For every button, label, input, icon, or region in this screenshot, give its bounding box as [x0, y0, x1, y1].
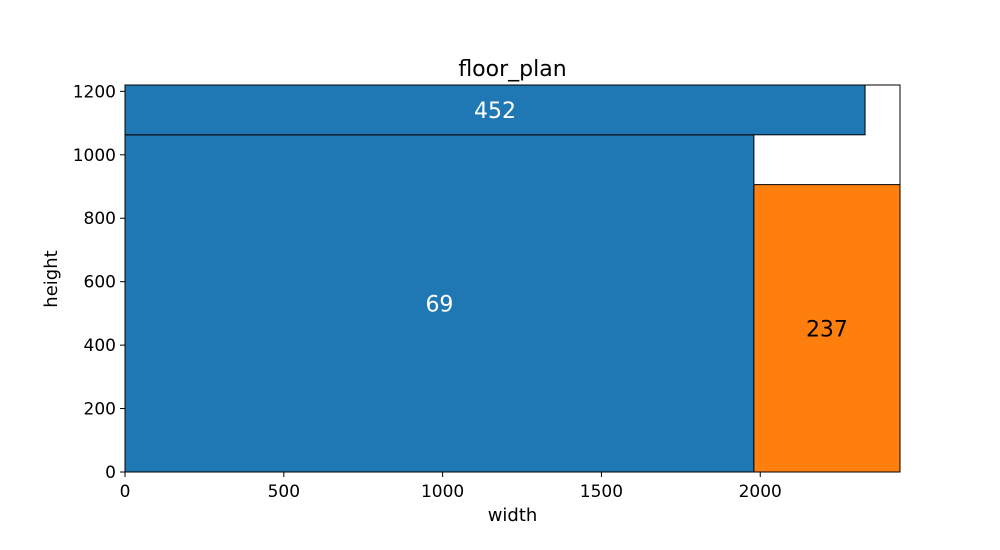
plot-area: 69 452 237 — [124, 84, 901, 473]
y-tick-label-1200: 1200 — [73, 82, 116, 102]
y-axis: 0 200 400 600 800 1000 1200 — [73, 82, 125, 483]
x-axis-label: width — [488, 505, 538, 526]
chart-title: floor_plan — [458, 57, 566, 82]
rect-label-69: 69 — [425, 292, 453, 317]
rect-label-237: 237 — [806, 317, 848, 342]
floor-rect-237 — [753, 184, 901, 473]
y-tick-label-200: 200 — [84, 400, 116, 420]
x-tick-label-1000: 1000 — [421, 482, 464, 502]
plot-frame — [124, 84, 901, 473]
y-tick-label-800: 800 — [84, 209, 116, 229]
x-axis: 0 500 1000 1500 2000 — [120, 472, 782, 502]
y-tick-label-0: 0 — [105, 463, 116, 483]
y-tick-label-600: 600 — [84, 273, 116, 293]
rect-label-452: 452 — [474, 99, 516, 124]
x-tick-label-500: 500 — [268, 482, 300, 502]
x-tick-label-1500: 1500 — [580, 482, 623, 502]
y-axis-label: height — [41, 250, 62, 307]
x-tick-label-0: 0 — [120, 482, 131, 502]
y-tick-label-1000: 1000 — [73, 146, 116, 166]
floor-rect-69 — [124, 134, 755, 473]
x-tick-label-2000: 2000 — [739, 482, 782, 502]
y-tick-label-400: 400 — [84, 336, 116, 356]
